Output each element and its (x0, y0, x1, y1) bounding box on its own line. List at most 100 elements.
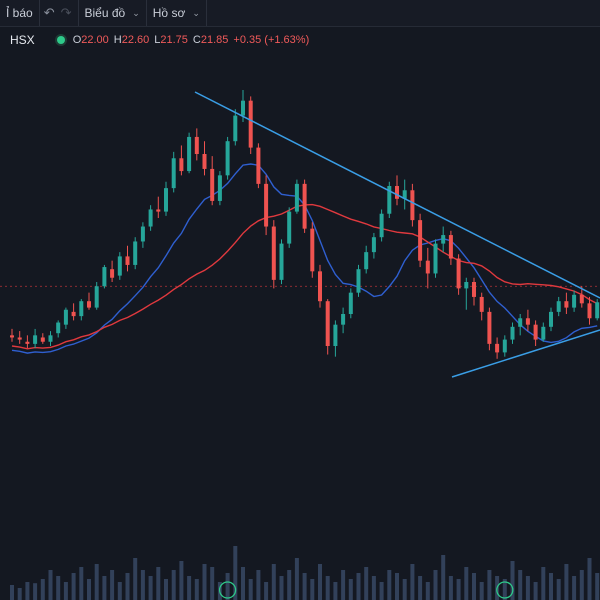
volume-bar (572, 576, 577, 600)
candle-body (572, 294, 577, 308)
candle-body (556, 301, 561, 312)
volume-bar (94, 564, 99, 600)
open-value: 22.00 (81, 34, 109, 46)
candle-body (379, 213, 384, 238)
volume-bar (202, 564, 207, 600)
volume-bar (310, 579, 315, 600)
volume-bar (318, 564, 322, 600)
candle-body (202, 154, 207, 169)
volume-bar (25, 582, 30, 600)
volume-bar (125, 573, 130, 600)
volume-bar (294, 558, 299, 600)
undo-icon[interactable]: ↶ (43, 5, 55, 20)
candle-body (233, 115, 238, 142)
toolbar-separator (38, 0, 40, 26)
candle-body (40, 337, 45, 342)
volume-bar (279, 576, 284, 600)
toolbar-chart-label: Biểu đồ (84, 6, 126, 20)
volume-bar (264, 582, 269, 600)
toolbar-profile-menu[interactable]: Hồ sơ ⌄ (147, 0, 206, 26)
volume-bar (487, 570, 492, 600)
volume-bar (241, 567, 245, 600)
candle-body (287, 211, 292, 244)
volume-bar (472, 573, 476, 600)
redo-icon[interactable]: ↷ (60, 5, 72, 20)
candle-body (194, 136, 199, 154)
candle-body (425, 260, 430, 274)
high-key: H (113, 34, 122, 46)
volume-bar (371, 576, 376, 600)
volume-bar (271, 564, 276, 600)
candle-body (441, 235, 446, 244)
volume-bar (364, 567, 369, 600)
volume-bar (518, 570, 523, 600)
candle-body (248, 100, 253, 148)
volume-bar (579, 570, 584, 600)
candle-body (333, 324, 338, 346)
candle-body (587, 303, 592, 319)
candle-body (371, 237, 376, 253)
volume-bar (549, 573, 553, 600)
candle-body (341, 314, 346, 325)
low-key: L (154, 34, 161, 46)
volume-bar (395, 573, 399, 600)
toolbar-separator (205, 0, 207, 26)
volume-bar (325, 576, 330, 600)
candle-body (102, 267, 107, 287)
candle-body (87, 301, 91, 308)
symbol-label[interactable]: HSX (10, 33, 35, 47)
candle-body (595, 302, 600, 319)
candle-body (564, 301, 569, 308)
candle-body (395, 186, 399, 199)
candle-body (156, 209, 161, 212)
volume-bar (179, 561, 184, 600)
toolbar-chart-menu[interactable]: Biểu đồ ⌄ (79, 0, 146, 26)
candle-body (187, 136, 192, 172)
volume-bar (464, 567, 469, 600)
candle-body (433, 243, 438, 274)
toolbar-indicators-label: Ỉ báo (6, 6, 33, 20)
candle-body (241, 100, 245, 116)
candle-body (217, 175, 222, 201)
volume-bar (156, 567, 161, 600)
volume-bar (302, 573, 307, 600)
volume-bar (187, 576, 192, 600)
candle-body (541, 326, 546, 340)
candle-body (325, 301, 330, 346)
candle-body (179, 158, 184, 172)
volume-bar (525, 576, 530, 600)
volume-marker (218, 581, 237, 599)
toolbar-separator (145, 0, 147, 26)
volume-bar (410, 564, 415, 600)
candle-body (140, 226, 145, 242)
volume-bar (387, 570, 392, 600)
candle-body (479, 296, 484, 312)
candle-body (448, 235, 453, 259)
volume-bar (164, 579, 168, 600)
close-value: 21.85 (200, 34, 229, 46)
candle-body (48, 335, 53, 342)
volume-bar (117, 582, 122, 600)
candle-body (164, 188, 168, 212)
volume-bar (441, 555, 446, 600)
trendline-lower (451, 329, 600, 378)
close-key: C (192, 34, 201, 46)
candle-body (525, 318, 530, 325)
candle-body (418, 220, 423, 261)
candle-body (502, 339, 507, 353)
volume-bar (79, 567, 84, 600)
volume-bar (418, 576, 423, 600)
chevron-down-icon: ⌄ (132, 7, 140, 18)
candle-body (495, 343, 500, 353)
volume-bar (71, 573, 76, 600)
candle-body (348, 292, 353, 314)
low-value: 21.75 (160, 34, 188, 46)
candle-body (125, 256, 130, 265)
volume-bar (541, 567, 546, 600)
candle-body (472, 282, 476, 297)
volume-bar (87, 579, 91, 600)
toolbar-indicators[interactable]: Ỉ báo (0, 0, 39, 26)
candle-body (133, 241, 138, 265)
volume-bar (333, 582, 338, 600)
